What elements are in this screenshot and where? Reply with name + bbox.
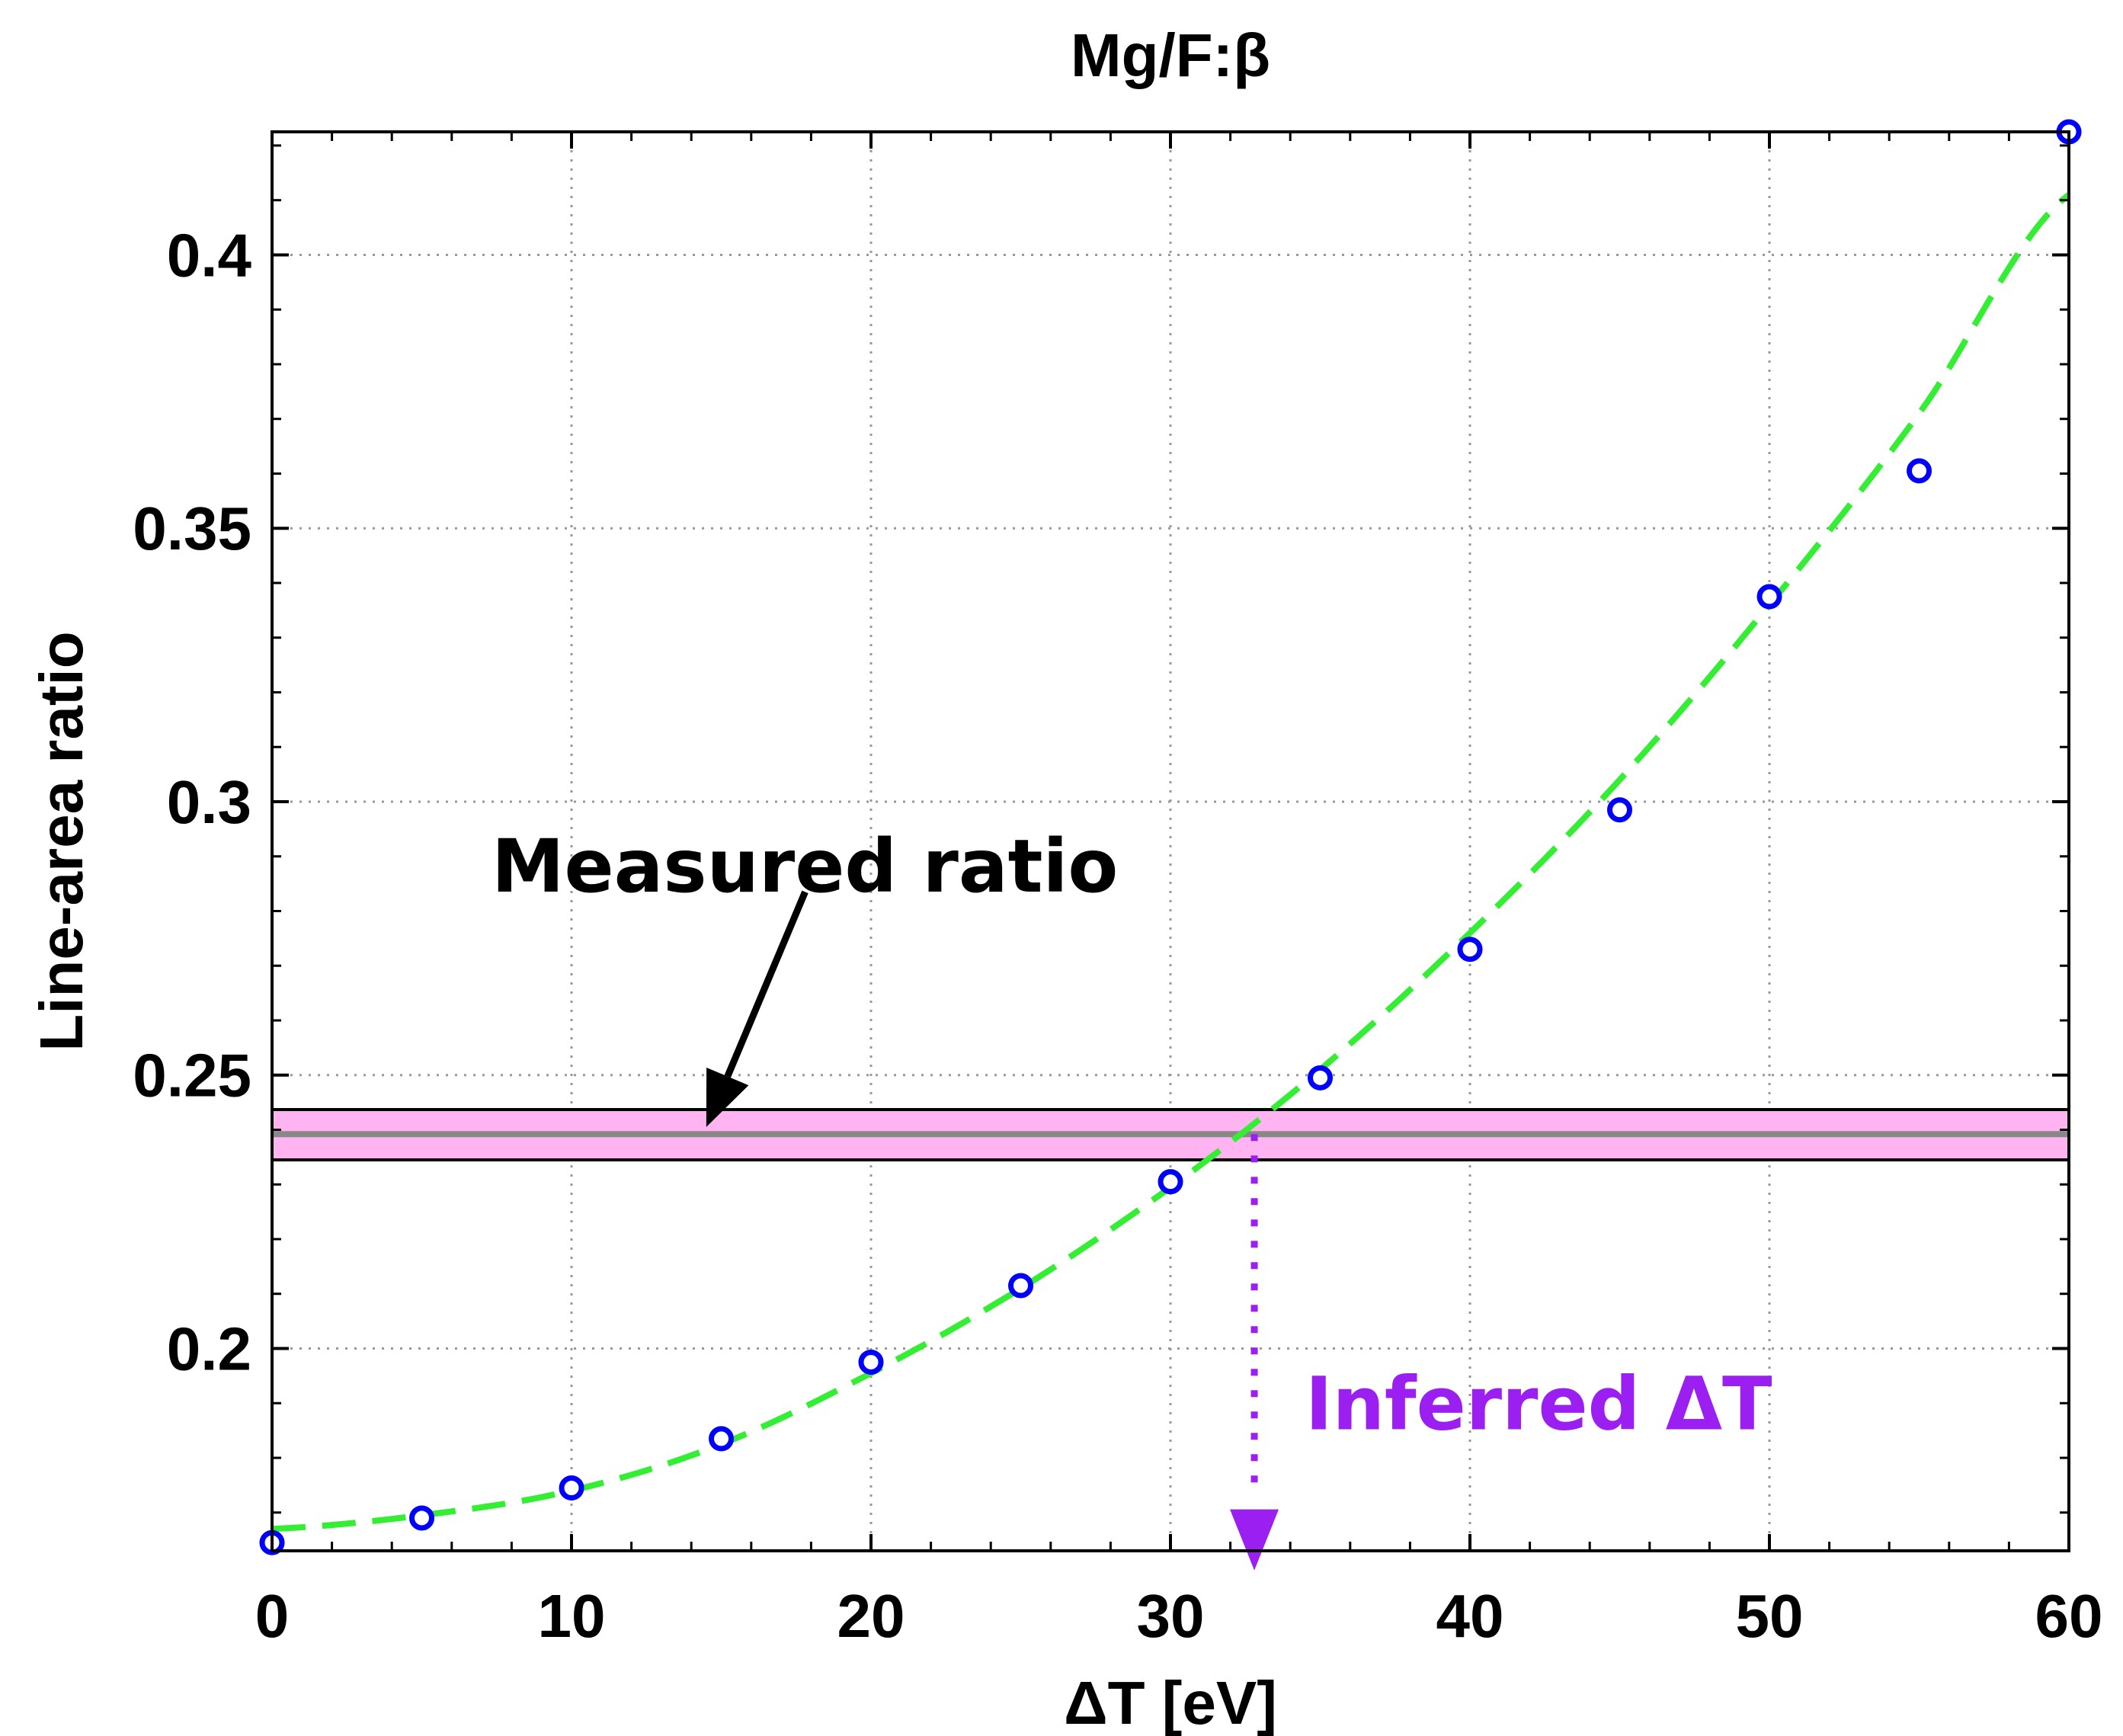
x-tick-label: 20 [837,1582,905,1650]
data-point [1457,937,1483,962]
data-point [1907,458,1932,484]
y-tick-labels: 0.2 0.25 0.3 0.35 0.4 [133,221,251,1382]
inferred-label: Inferred ΔT [1305,1361,1772,1446]
x-tick-label: 50 [1736,1582,1804,1650]
data-point [1607,797,1632,823]
y-axis-label: Line-area ratio [27,631,95,1051]
inferred-arrowhead [1230,1509,1279,1571]
x-tick-label: 60 [2035,1582,2103,1650]
x-axis-label: ΔT [eV] [1064,1669,1277,1736]
data-point [1158,1169,1183,1195]
data-point [858,1349,884,1375]
x-tick-label: 10 [538,1582,606,1650]
y-tick-label: 0.4 [167,221,252,289]
data-point [1756,584,1782,610]
y-tick-label: 0.2 [167,1315,251,1383]
grid [272,132,2069,1551]
x-tick-label: 0 [255,1582,290,1650]
measured-arrow-shaft [724,890,809,1078]
plot-area [272,132,2069,1551]
data-point [409,1505,434,1531]
measured-ratio-band [272,1107,2069,1161]
chart-title: Mg/F:β [1071,21,1270,89]
x-tick-label: 30 [1137,1582,1205,1650]
data-point [1008,1273,1033,1299]
ticks [271,132,2070,1551]
y-tick-label: 0.35 [133,495,251,562]
data-point [709,1426,734,1452]
y-tick-label: 0.25 [133,1042,251,1110]
measured-arrow-head [706,1067,749,1127]
x-tick-labels: 0 10 20 30 40 50 60 [255,1582,2103,1650]
y-tick-label: 0.3 [167,768,251,836]
data-point [1308,1065,1333,1091]
inferred-marker [1230,1134,1279,1571]
x-tick-label: 40 [1436,1582,1504,1650]
data-point [559,1475,584,1501]
